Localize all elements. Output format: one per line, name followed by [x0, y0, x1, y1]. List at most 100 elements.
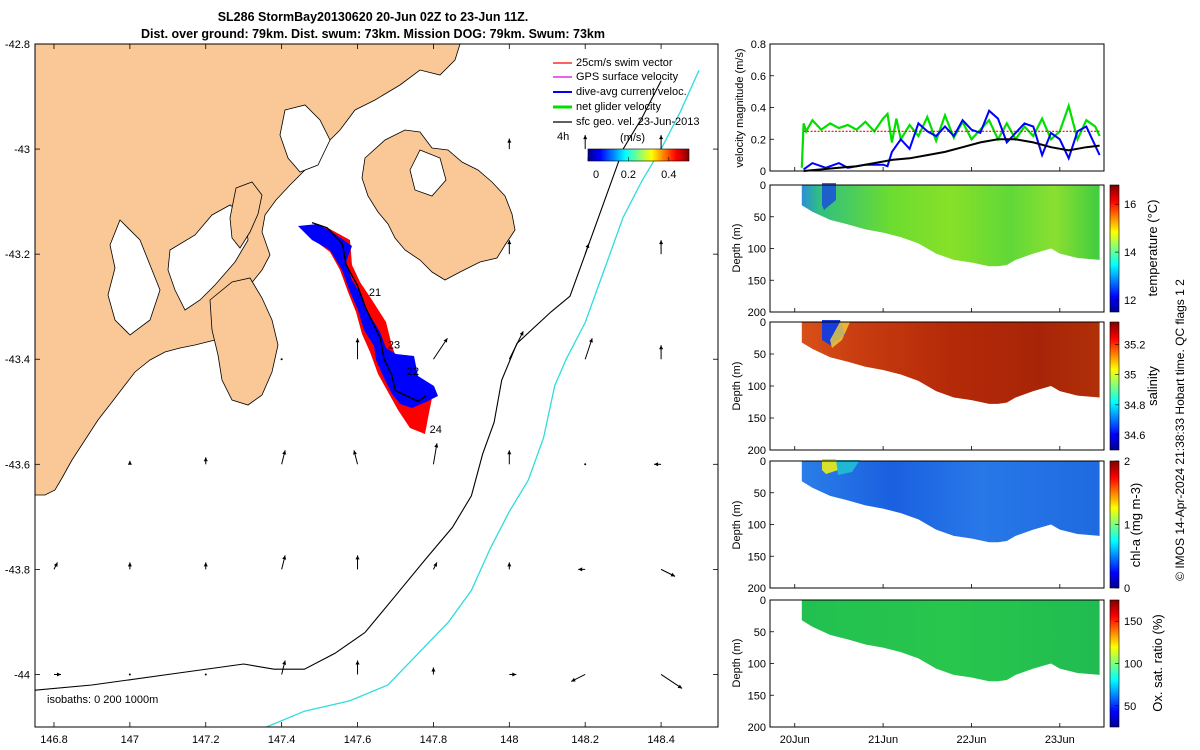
- current-vector: [584, 463, 587, 466]
- section-y-tick-label: 200: [748, 307, 766, 319]
- time-x-tick-label: 20Jun: [780, 734, 810, 746]
- current-vector: [584, 338, 593, 360]
- current-vector: [281, 555, 287, 570]
- map-x-tick-label: 147.8: [420, 734, 448, 746]
- legend-swim-label: 25cm/s swim vector: [576, 57, 673, 69]
- section-y-tick-label: 150: [748, 275, 766, 287]
- salinity-section: 0 50 100 150 200 34.6 34.8 35 35.2 Depth (m) sa…: [731, 317, 1160, 457]
- current-vector: [203, 562, 208, 570]
- derwent-estuary: [167, 204, 249, 311]
- section-y-tick-label: 150: [748, 551, 766, 563]
- section-colorbar-tick-label: 150: [1124, 616, 1142, 628]
- oxygen-colorbar-label: Ox. sat. ratio (%): [1150, 614, 1165, 712]
- oxygen-colorbar-ticks: 50 100 150: [1115, 616, 1142, 713]
- tasman-peninsula-east: [361, 129, 516, 281]
- map-colorbar-tick-label: 0.2: [621, 169, 636, 181]
- current-vector: [203, 457, 208, 465]
- current-vector: [204, 673, 207, 676]
- oxygen-section: 0 50 100 150 200 50 100 150 Depth (m) Ox. sat.…: [731, 595, 1165, 734]
- section-y-tick-label: 200: [748, 445, 766, 457]
- salinity-colorbar: [1109, 321, 1120, 451]
- section-colorbar-tick-label: 16: [1124, 199, 1136, 211]
- section-colorbar-tick-label: 34.6: [1124, 430, 1145, 442]
- legend-geo-label: sfc geo. vel. 23-Jun-2013: [576, 116, 700, 128]
- section-y-tick-label: 150: [748, 413, 766, 425]
- land-mass: [35, 44, 516, 496]
- current-vector: [509, 672, 517, 677]
- map-x-tick-label: 148.2: [571, 734, 599, 746]
- legend-dive-label: dive-avg current veloc.: [576, 86, 687, 98]
- track-map: 21 23 22 24 146.8 147 147.2 147.4 147.6 147.8 148…: [5, 39, 719, 746]
- glider-track: [298, 224, 438, 434]
- day-labels: 21 23 22 24: [369, 287, 442, 436]
- chla-colorbar-label: chl-a (mg m-3): [1128, 483, 1143, 568]
- time-x-tick-label: 23Jun: [1045, 734, 1075, 746]
- current-vector: [355, 338, 360, 360]
- day-label-23: 23: [388, 340, 400, 352]
- current-vector: [584, 243, 590, 255]
- section-colorbar-tick-label: 2: [1124, 456, 1130, 468]
- section-colorbar-tick-label: 12: [1124, 295, 1136, 307]
- map-x-tick-label: 147.4: [268, 734, 296, 746]
- chla-colorbar-ticks: 0 1 2: [1115, 456, 1130, 595]
- chla-surface-edge: [836, 460, 860, 475]
- temperature-colorbar-ticks: 12 14 16: [1115, 199, 1136, 307]
- section-colorbar-tick-label: 14: [1124, 247, 1136, 259]
- current-vector: [659, 240, 664, 255]
- map-x-tick-label: 147.2: [192, 734, 220, 746]
- bay-inlet: [279, 104, 331, 173]
- section-colorbar-tick-label: 1: [1124, 520, 1130, 532]
- colorbar-prefix: 4h: [557, 131, 569, 143]
- section-y-tick-label: 50: [754, 488, 766, 500]
- map-y-tick-label: -43.4: [5, 354, 30, 366]
- map-x-tick-label: 148: [500, 734, 518, 746]
- current-vector: [433, 337, 448, 360]
- current-vector: [281, 660, 287, 675]
- map-x-tick-label: 147.6: [344, 734, 372, 746]
- current-vector: [281, 450, 287, 465]
- map-y-tick-label: -44: [14, 669, 30, 681]
- section-y-tick-label: 100: [748, 381, 766, 393]
- velocity-y-tick-label: 0.8: [751, 39, 766, 51]
- oxygen-y-ticks: 0 50 100 150 200: [748, 595, 1061, 734]
- current-vector: [660, 568, 676, 577]
- net-glider-track-line: [311, 221, 427, 403]
- chla-ylabel: Depth (m): [731, 501, 743, 550]
- legend-net-label: net glider velocity: [576, 101, 661, 113]
- salinity-front: [830, 322, 850, 348]
- time-x-tick-label: 22Jun: [956, 734, 986, 746]
- section-y-tick-label: 100: [748, 659, 766, 671]
- footer-note: © IMOS 14-Apr-2024 21:38:33 Hobart time.…: [1173, 279, 1187, 581]
- map-colorbar-tick-label: 0: [593, 169, 599, 181]
- current-vector: [128, 673, 131, 676]
- current-vector: [659, 135, 664, 150]
- legend-gps-label: GPS surface velocity: [576, 71, 679, 83]
- chla-surface-patch: [822, 459, 838, 474]
- current-vector: [507, 450, 512, 465]
- current-vector: [570, 674, 586, 682]
- oxygen-ylabel: Depth (m): [731, 639, 743, 688]
- current-vector: [507, 562, 512, 570]
- map-colorbar-ticks: 0 0.2 0.4: [587, 157, 676, 181]
- day-label-21: 21: [369, 287, 381, 299]
- current-vector: [127, 460, 132, 465]
- section-y-tick-label: 200: [748, 583, 766, 595]
- chart-title: SL286 StormBay20130620 20-Jun 02Z to 23-…: [218, 10, 529, 24]
- velocity-y-tick-label: 0: [760, 166, 766, 178]
- oxygen-field: [801, 600, 1100, 682]
- map-x-tick-label: 147: [121, 734, 139, 746]
- current-vector: [280, 358, 283, 361]
- map-colorbar: [587, 148, 690, 162]
- map-legend: 25cm/s swim vector GPS surface velocity …: [553, 57, 700, 181]
- salinity-colorbar-label: salinity: [1145, 366, 1160, 406]
- isobath-label: isobaths: 0 200 1000m: [47, 694, 158, 706]
- section-y-tick-label: 0: [760, 180, 766, 192]
- salinity-ylabel: Depth (m): [731, 362, 743, 411]
- current-vector: [654, 462, 662, 467]
- section-colorbar-tick-label: 35.2: [1124, 340, 1145, 352]
- chla-field: [801, 461, 1100, 543]
- current-vector: [53, 672, 61, 677]
- map-y-tick-label: -43.8: [5, 564, 30, 576]
- section-y-tick-label: 50: [754, 349, 766, 361]
- day-label-22: 22: [407, 366, 419, 378]
